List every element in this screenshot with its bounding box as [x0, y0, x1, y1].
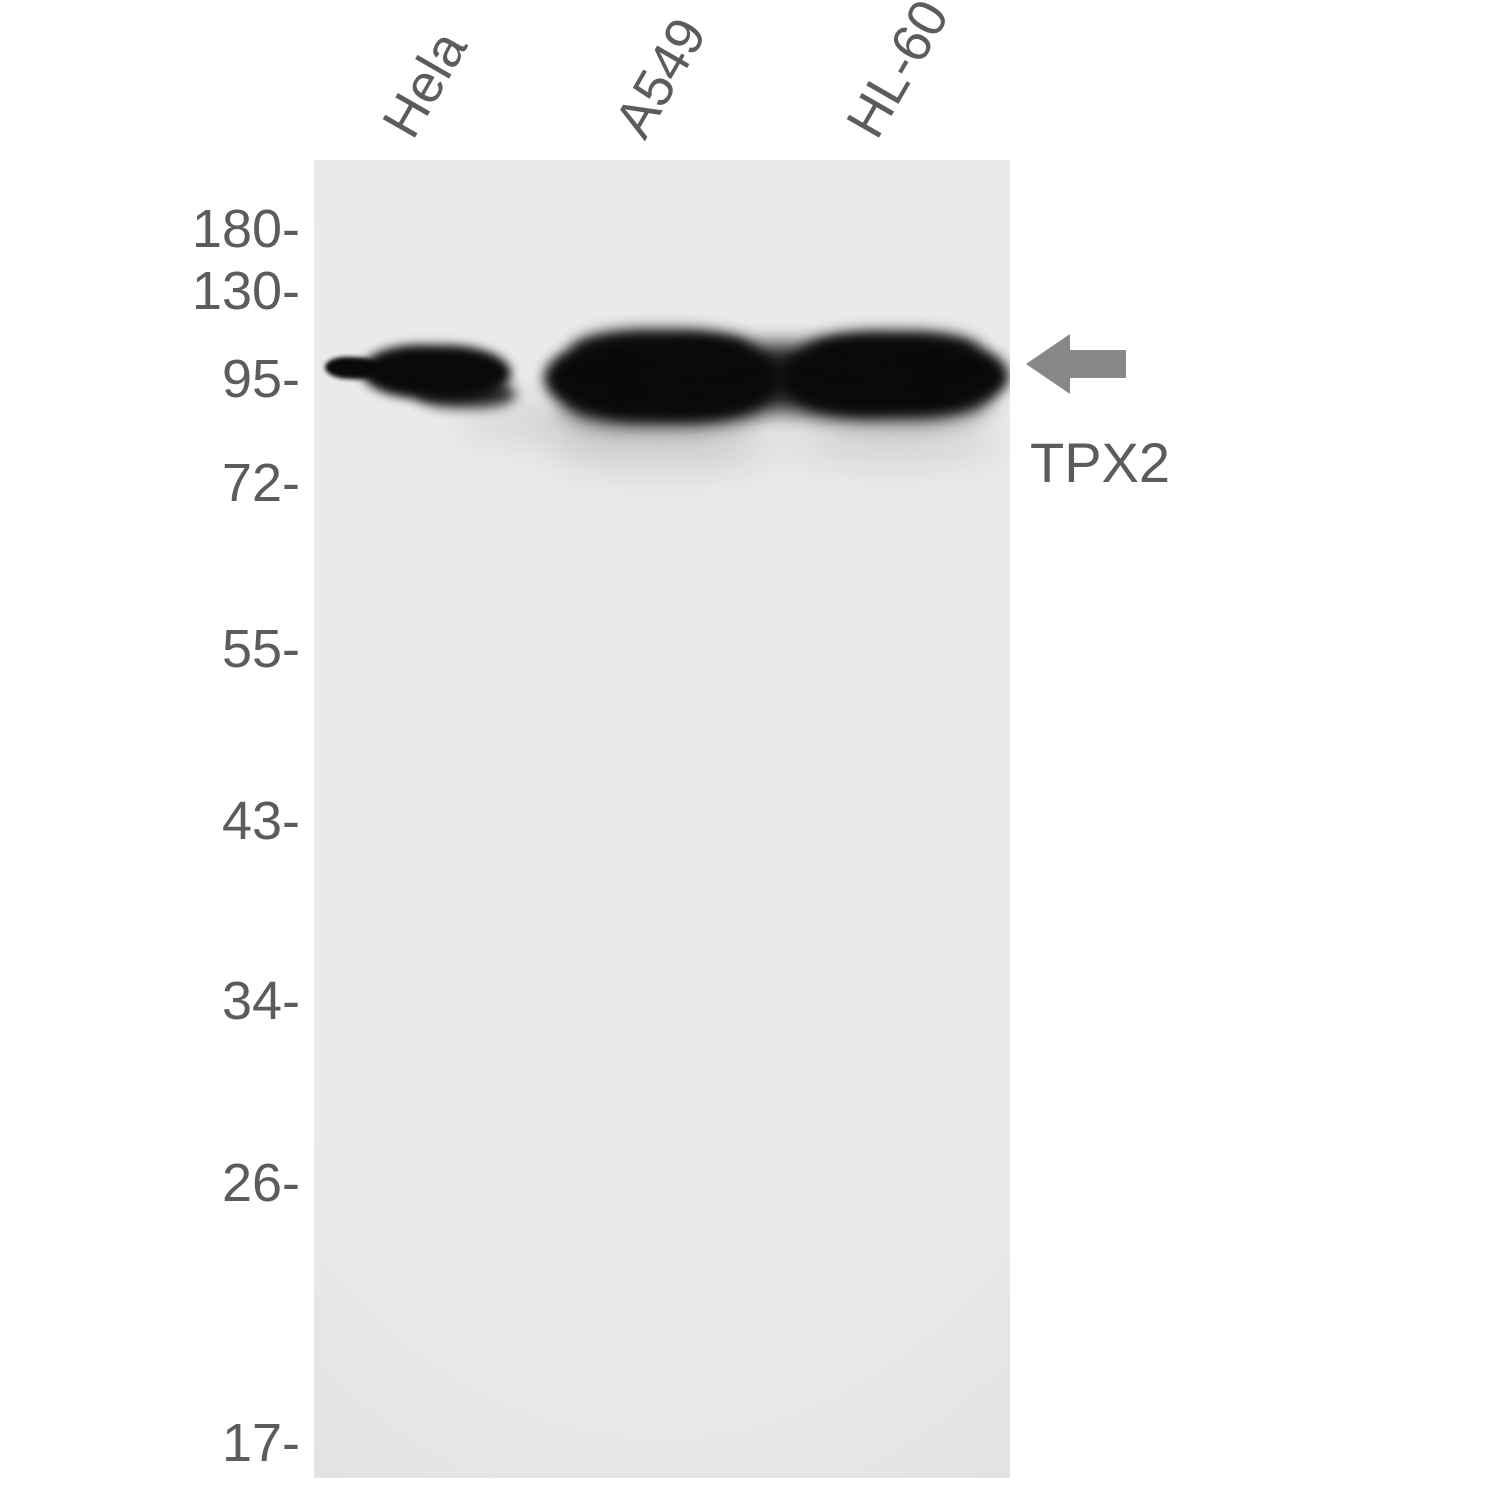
lane-label: Hela [370, 21, 479, 148]
mw-marker-label: 130- [192, 260, 300, 322]
mw-marker-label: 55- [222, 618, 300, 680]
band-blob [789, 418, 999, 454]
mw-marker-label: 17- [222, 1412, 300, 1474]
arrow-body [1070, 350, 1126, 378]
protein-target-label: TPX2 [1030, 430, 1170, 495]
band-blob [626, 344, 926, 412]
band-blob [416, 380, 516, 408]
mw-marker-label: 180- [192, 198, 300, 260]
arrow-head-icon [1026, 334, 1070, 394]
mw-marker-label: 72- [222, 452, 300, 514]
mw-marker-label: 26- [222, 1152, 300, 1214]
mw-marker-label: 34- [222, 970, 300, 1032]
blot-membrane [314, 160, 1010, 1478]
protein-label-text: TPX2 [1030, 431, 1170, 494]
band-arrow [1026, 334, 1126, 394]
lane-label: HL-60 [834, 0, 961, 148]
mw-marker-label: 43- [222, 790, 300, 852]
western-blot-figure: Hela A549 HL-60 180-130- 95- 72- 55- 43- 34- 26-… [0, 0, 1500, 1500]
lane-label: A549 [602, 8, 719, 148]
mw-marker-label: 95- [222, 348, 300, 410]
